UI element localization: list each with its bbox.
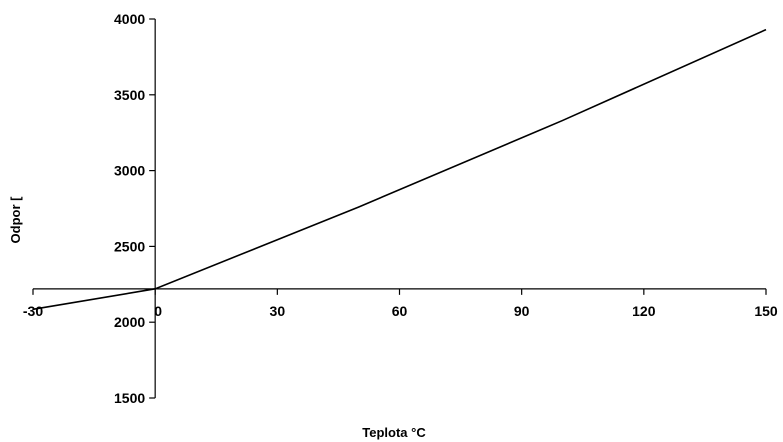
- x-ticks: -30 0 30 60 90 120 150: [23, 288, 778, 319]
- y-tick-label: 2000: [114, 314, 145, 330]
- series-layer: [32, 28, 767, 311]
- x-tick-label: 0: [154, 303, 162, 319]
- x-tick-label: 120: [632, 303, 656, 319]
- y-tick-label: 1500: [114, 390, 145, 406]
- y-tick-label: 3000: [114, 163, 145, 179]
- x-tick-label: 30: [270, 303, 286, 319]
- x-tick-label: 90: [514, 303, 530, 319]
- y-tick-label: 2500: [114, 238, 145, 254]
- x-tick-label: 150: [754, 303, 778, 319]
- series-line: [32, 28, 767, 311]
- y-tick-label: 3500: [114, 87, 145, 103]
- y-ticks: 1500 2000 2500 3000 3500 4000: [114, 11, 156, 406]
- x-axis-title: Teplota °C: [362, 425, 426, 440]
- x-tick-label: 60: [392, 303, 408, 319]
- y-axis-title: Odpor [: [8, 196, 23, 244]
- y-tick-label: 4000: [114, 11, 145, 27]
- x-tick-label: -30: [23, 303, 43, 319]
